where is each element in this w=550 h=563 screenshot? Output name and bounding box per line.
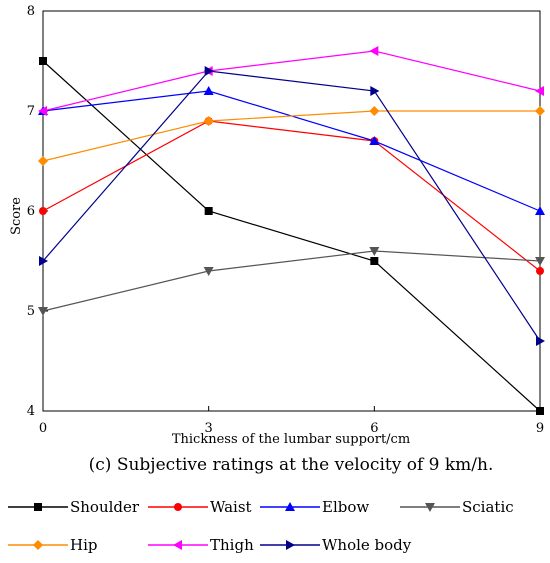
legend-label: Elbow [322, 498, 369, 516]
y-tick-label: 8 [27, 4, 35, 19]
data-point-hip [369, 106, 380, 116]
legend-item-shoulder: Shoulder [8, 498, 140, 516]
legend-marker [174, 503, 182, 511]
series-line-hip [42, 110, 540, 162]
data-point-whole-body [536, 336, 545, 346]
legend-marker [33, 540, 43, 550]
data-point-waist [39, 207, 47, 215]
legend-label: Thigh [210, 536, 254, 554]
data-point-shoulder [204, 207, 213, 215]
legend-item-whole-body: Whole body [260, 536, 412, 554]
data-point-sciatic [535, 257, 545, 266]
data-point-sciatic [38, 307, 48, 316]
legend-marker [285, 502, 295, 511]
legend-item-elbow: Elbow [260, 498, 369, 516]
legend: Shoulder Waist Elbow Sciatic Hip Thigh Whole b… [8, 498, 514, 554]
legend-item-hip: Hip [8, 536, 97, 554]
x-tick-label: 3 [205, 421, 213, 436]
data-point-shoulder [536, 407, 544, 415]
series-line-elbow [42, 90, 541, 212]
y-axis-label: Score [9, 197, 24, 235]
data-point-elbow [203, 86, 214, 95]
data-point-thigh [38, 106, 47, 116]
figure-caption: (c) Subjective ratings at the velocity o… [89, 455, 494, 475]
data-point-waist [536, 267, 544, 275]
data-point-shoulder [370, 257, 379, 265]
plot-area: 4 5 6 7 8 0 3 6 9 [27, 4, 545, 436]
data-point-hip [203, 116, 214, 126]
data-point-thigh [369, 46, 379, 56]
x-tick-label: 0 [39, 421, 47, 436]
y-tick-label: 5 [27, 304, 35, 319]
series-line-shoulder [42, 60, 541, 412]
series-line-thigh [42, 50, 541, 112]
x-tick-label: 9 [536, 421, 544, 436]
legend-label: Sciatic [462, 498, 514, 516]
data-point-elbow [535, 206, 545, 215]
series-line-sciatic [42, 250, 541, 312]
plot-frame [42, 10, 541, 412]
data-point-whole-body [204, 66, 214, 76]
y-tick-label: 7 [27, 104, 35, 119]
x-axis-label: Thickness of the lumbar support/cm [172, 432, 410, 447]
legend-marker [286, 540, 295, 550]
data-point-thigh [535, 86, 544, 96]
legend-item-sciatic: Sciatic [400, 498, 514, 516]
data-point-whole-body [370, 86, 380, 96]
y-tick-label: 4 [27, 404, 35, 419]
legend-marker [173, 540, 182, 550]
data-point-hip [38, 156, 48, 166]
data-point-whole-body [39, 256, 48, 266]
series-line-whole-body [42, 70, 541, 342]
legend-item-waist: Waist [148, 498, 252, 516]
legend-marker [425, 503, 435, 512]
legend-label: Hip [70, 536, 97, 554]
legend-item-thigh: Thigh [148, 536, 254, 554]
data-point-hip [535, 106, 545, 116]
data-point-shoulder [39, 57, 47, 65]
x-tick-label: 6 [370, 421, 378, 436]
data-point-sciatic [203, 267, 214, 276]
y-tick-label: 6 [27, 204, 35, 219]
legend-label: Shoulder [70, 498, 140, 516]
legend-marker [34, 503, 42, 511]
legend-label: Whole body [322, 536, 412, 554]
data-point-sciatic [369, 247, 380, 256]
legend-label: Waist [210, 498, 252, 516]
data-point-elbow [369, 136, 380, 145]
